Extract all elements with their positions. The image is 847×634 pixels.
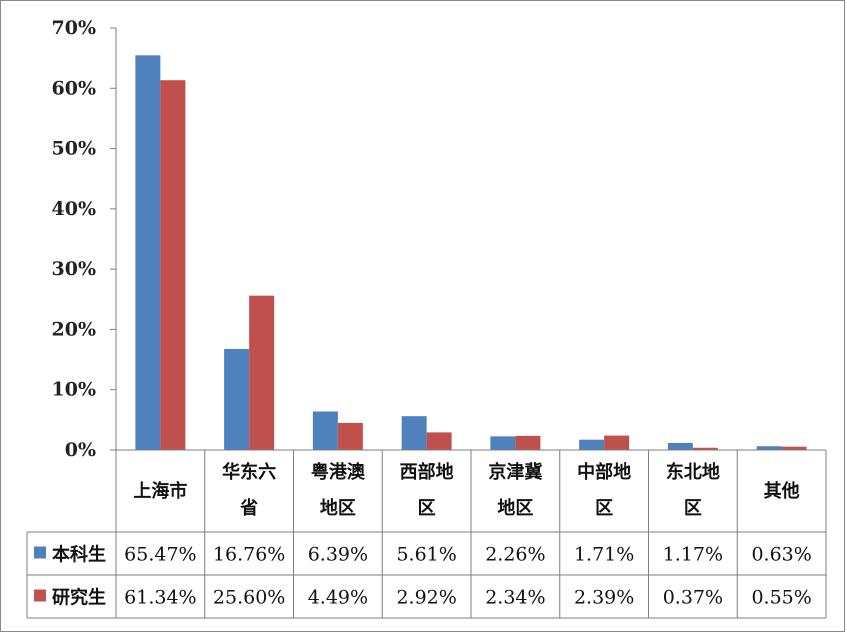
- y-tick-label: 0%: [65, 439, 96, 461]
- bar-series2: [515, 435, 541, 450]
- bar-series1: [312, 411, 338, 450]
- bar-series2: [160, 80, 186, 450]
- data-table-value: 2.92%: [396, 587, 456, 609]
- data-table-value: 61.34%: [124, 587, 196, 609]
- data-table-value: 6.39%: [308, 544, 368, 566]
- y-tick-label: 60%: [52, 77, 97, 99]
- data-table-value: 2.26%: [485, 544, 545, 566]
- data-table-value: 16.76%: [213, 544, 285, 566]
- bar-series2: [337, 422, 363, 450]
- category-label: 区: [418, 498, 436, 519]
- y-tick-label: 40%: [52, 198, 97, 220]
- category-label: 粤港澳: [311, 461, 366, 483]
- bar-series1: [490, 436, 516, 450]
- category-label: 省: [239, 497, 258, 519]
- data-table-value: 2.34%: [485, 587, 545, 609]
- legend-label: 研究生: [52, 587, 106, 609]
- y-tick-label: 30%: [52, 258, 97, 280]
- data-table-value: 4.49%: [308, 587, 368, 609]
- bar-series1: [756, 446, 782, 450]
- category-label: 西部地: [400, 461, 454, 483]
- data-table-value: 2.39%: [574, 587, 634, 609]
- y-tick-label: 10%: [52, 379, 97, 401]
- category-label: 中部地: [577, 461, 631, 483]
- category-label: 区: [595, 498, 613, 519]
- bar-series2: [604, 435, 630, 450]
- data-table-value: 0.55%: [751, 587, 811, 609]
- bar-series1: [224, 348, 250, 450]
- y-tick-label: 20%: [52, 318, 97, 340]
- data-table-value: 0.63%: [751, 544, 811, 566]
- category-label: 区: [684, 498, 702, 519]
- y-tick-label: 50%: [52, 138, 97, 160]
- category-label: 华东六: [222, 461, 276, 483]
- data-table-value: 1.17%: [663, 544, 723, 566]
- bar-series1: [401, 416, 427, 450]
- category-label: 京津冀: [488, 461, 542, 483]
- data-table-value: 5.61%: [396, 544, 456, 566]
- category-label: 地区: [497, 497, 533, 519]
- bar-series2: [781, 446, 807, 450]
- data-table-value: 65.47%: [124, 544, 196, 566]
- bar-series1: [579, 439, 605, 450]
- category-label: 上海市: [133, 480, 187, 502]
- data-table-value: 1.71%: [574, 544, 634, 566]
- y-tick-label: 70%: [52, 17, 97, 39]
- category-label: 东北地: [666, 461, 720, 483]
- data-table-value: 25.60%: [213, 587, 285, 609]
- legend-key-series1: [34, 546, 46, 559]
- data-table-value: 0.37%: [663, 587, 723, 609]
- bar-series1: [667, 442, 693, 450]
- category-label: 地区: [320, 497, 356, 519]
- bar-series1: [135, 55, 161, 451]
- category-label: 其他: [764, 480, 800, 502]
- bar-series2: [249, 295, 275, 450]
- legend-label: 本科生: [52, 544, 106, 566]
- legend-key-series2: [34, 589, 46, 602]
- bar-series2: [426, 432, 452, 450]
- bar-series2: [692, 447, 718, 450]
